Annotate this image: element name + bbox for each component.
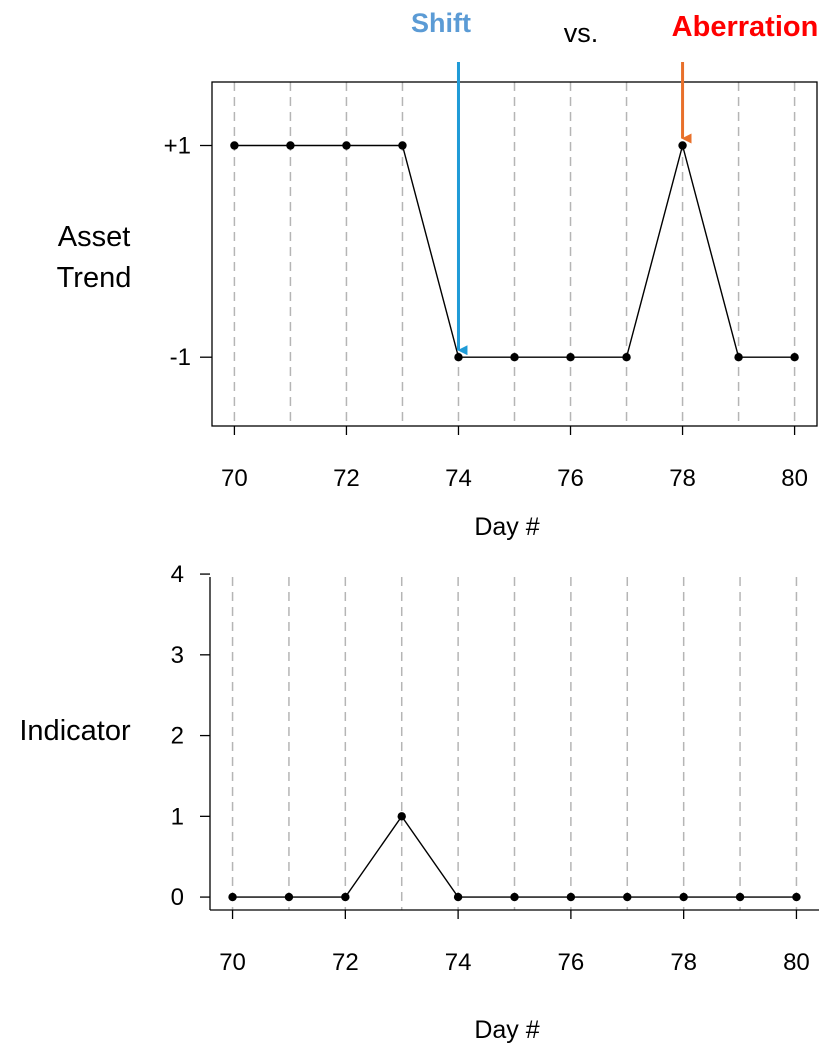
y-axis-ticks: 0 1 2 3 4 — [171, 561, 210, 911]
data-point-71 — [286, 141, 295, 150]
data-point-76 — [566, 892, 576, 902]
data-point-79 — [734, 353, 743, 362]
y-axis-label: Indicator — [19, 715, 131, 747]
x-tick-label-78: 78 — [670, 949, 697, 976]
y-tick-label-0: +1 — [164, 133, 191, 160]
y-tick-label-4: 4 — [171, 561, 184, 588]
data-point-79 — [735, 892, 745, 902]
data-point-78 — [679, 892, 688, 902]
x-tick-label-76: 76 — [557, 465, 584, 492]
x-axis-ticks: 70 72 74 76 78 80 — [221, 426, 808, 492]
y-tick-label-3: 3 — [171, 642, 184, 669]
data-point-80 — [792, 892, 801, 902]
x-axis-ticks: 70 72 74 76 78 80 — [219, 910, 810, 976]
y-axis-label-line2: Trend — [57, 262, 132, 294]
vertical-gridlines — [231, 577, 798, 910]
x-tick-label-74: 74 — [445, 465, 472, 492]
x-tick-label-70: 70 — [221, 465, 248, 492]
asset-trend-chart: 70 72 74 76 78 80 +1 -1 Asset Trend Day # — [57, 62, 818, 541]
indicator-chart: 70 72 74 76 78 80 0 1 2 3 4 Indicator Day # — [19, 561, 819, 1044]
x-tick-label-72: 72 — [332, 949, 359, 976]
y-tick-label-0: 0 — [171, 884, 184, 911]
data-point-74 — [454, 353, 463, 362]
aberration-label: Aberration — [672, 11, 819, 43]
data-point-72 — [341, 892, 350, 902]
data-point-73 — [398, 141, 407, 150]
x-tick-label-72: 72 — [333, 465, 360, 492]
data-point-77 — [622, 353, 631, 362]
data-point-70 — [230, 141, 239, 150]
data-point-73 — [397, 812, 406, 821]
data-point-71 — [284, 892, 294, 902]
vertical-gridlines — [233, 82, 796, 426]
x-tick-label-80: 80 — [783, 949, 810, 976]
data-point-75 — [510, 892, 519, 902]
data-point-78 — [678, 141, 687, 150]
data-point-77 — [623, 892, 632, 902]
data-points — [228, 812, 801, 902]
x-tick-label-76: 76 — [558, 949, 585, 976]
data-point-74 — [453, 892, 463, 902]
vs-label: vs. — [564, 18, 599, 48]
data-point-80 — [790, 353, 799, 362]
y-tick-label-2: 2 — [171, 723, 184, 750]
x-tick-label-78: 78 — [669, 465, 696, 492]
data-point-75 — [510, 353, 519, 362]
data-point-72 — [342, 141, 351, 150]
x-tick-label-80: 80 — [781, 465, 808, 492]
plot-frame — [211, 81, 818, 427]
data-point-70 — [228, 892, 237, 902]
data-point-76 — [566, 353, 575, 362]
x-axis-label: Day # — [474, 513, 539, 541]
y-axis-label-line1: Asset — [58, 221, 131, 253]
x-axis-label: Day # — [474, 1016, 539, 1044]
shift-label: Shift — [411, 8, 471, 38]
y-axis-ticks: +1 -1 — [164, 133, 212, 371]
y-tick-label-1: 1 — [171, 803, 184, 830]
x-tick-label-70: 70 — [219, 949, 246, 976]
y-tick-label-1: -1 — [170, 344, 191, 371]
x-tick-label-74: 74 — [445, 949, 472, 976]
data-points — [230, 141, 799, 362]
